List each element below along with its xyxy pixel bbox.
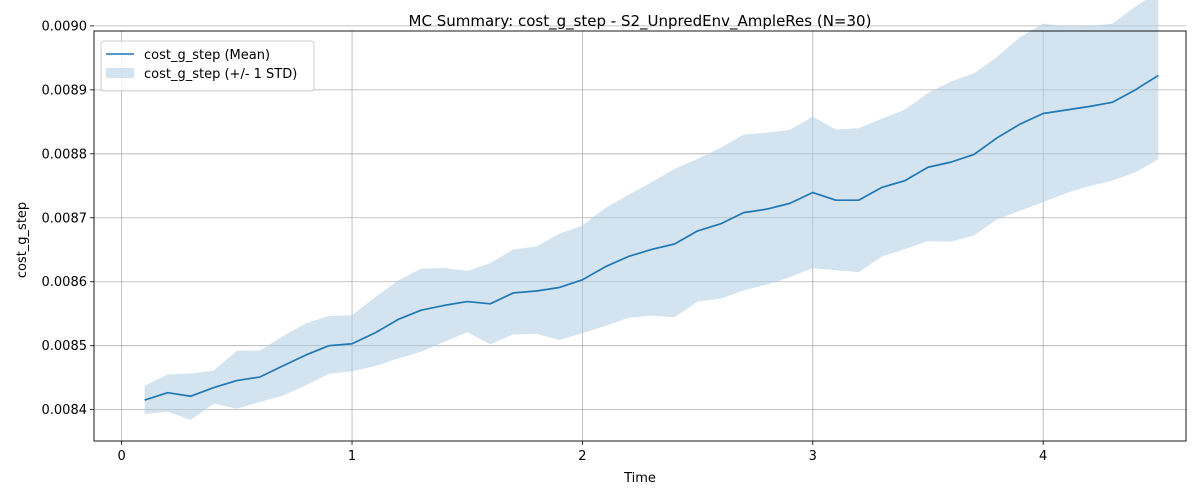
y-tick-label: 0.0089 xyxy=(42,83,88,98)
y-axis-title: cost_g_step xyxy=(15,202,30,278)
mean-line-layer xyxy=(144,74,1159,401)
x-tick-label: 2 xyxy=(578,449,586,464)
y-tick-label: 0.0085 xyxy=(42,339,88,354)
legend-box xyxy=(100,40,315,92)
std-band xyxy=(144,0,1159,420)
legend-mean-label: cost_g_step (Mean) xyxy=(144,48,270,63)
legend: cost_g_step (Mean) cost_g_step (+/- 1 ST… xyxy=(100,40,315,92)
y-axis-ticks: 0.0084 0.0085 0.0086 0.0087 0.0088 0.0089 0.00… xyxy=(42,19,94,418)
x-axis-ticks: 0 1 2 3 4 xyxy=(118,441,1047,464)
plot-area-frame xyxy=(93,30,1187,442)
x-tick-label: 1 xyxy=(348,449,356,464)
legend-std-swatch xyxy=(106,68,134,78)
chart-title: MC Summary: cost_g_step - S2_UnpredEnv_A… xyxy=(409,12,872,31)
y-tick-label: 0.0086 xyxy=(42,275,88,290)
std-band-layer xyxy=(144,0,1159,420)
y-tick-label: 0.0088 xyxy=(42,147,88,162)
y-tick-label: 0.0090 xyxy=(42,19,88,34)
mean-line xyxy=(144,74,1159,401)
legend-std-label: cost_g_step (+/- 1 STD) xyxy=(144,67,297,82)
x-tick-label: 4 xyxy=(1039,449,1047,464)
y-tick-label: 0.0084 xyxy=(42,403,88,418)
x-tick-label: 3 xyxy=(809,449,817,464)
x-tick-label: 0 xyxy=(118,449,126,464)
x-axis-title: Time xyxy=(623,471,656,486)
y-tick-label: 0.0087 xyxy=(42,211,88,226)
